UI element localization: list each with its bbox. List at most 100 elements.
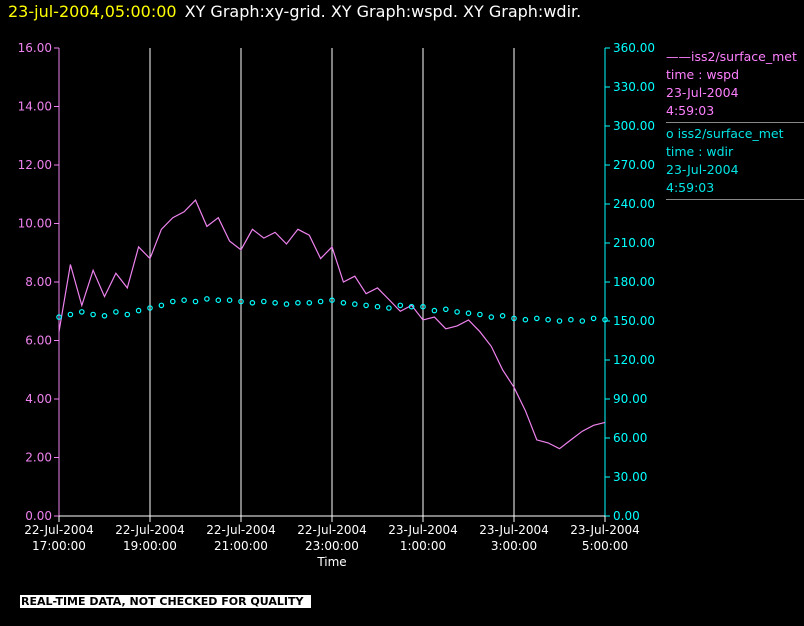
- wdir-point: [56, 314, 62, 320]
- right-tick-label: 330.00: [613, 80, 655, 94]
- x-tick-label-time: 21:00:00: [214, 539, 268, 553]
- legend-source: iss2/surface_met: [677, 126, 784, 141]
- wdir-point: [101, 312, 108, 319]
- wdir-point: [442, 306, 449, 313]
- wdir-point: [511, 315, 517, 322]
- right-tick-label: 90.00: [613, 392, 647, 406]
- x-axis-label: Time: [316, 555, 346, 569]
- legend-item-wdir: o iss2/surface_met time : wdir 23-Jul-20…: [666, 125, 804, 200]
- wdir-point: [363, 302, 369, 309]
- left-tick-label: 12.00: [18, 158, 52, 172]
- wdir-point: [67, 311, 74, 318]
- wdir-point: [533, 315, 540, 322]
- wdir-point: [431, 307, 438, 314]
- left-tick-label: 2.00: [25, 451, 52, 465]
- wdir-point: [374, 303, 381, 310]
- x-tick-label-date: 22-Jul-2004: [206, 523, 276, 537]
- graph-title: XY Graph:xy-grid. XY Graph:wspd. XY Grap…: [184, 2, 582, 21]
- legend: ——iss2/surface_met time : wspd 23-Jul-20…: [666, 48, 804, 202]
- wdir-point: [283, 301, 290, 307]
- x-tick-label-date: 22-Jul-2004: [24, 523, 94, 537]
- legend-date: 23-Jul-2004: [666, 85, 739, 100]
- series-wspd: [58, 199, 606, 450]
- wdir-point: [568, 316, 574, 323]
- wdir-point: [306, 299, 313, 306]
- wdir-point: [181, 297, 187, 304]
- left-tick-label: 16.00: [18, 41, 52, 55]
- wdir-point: [295, 299, 301, 306]
- legend-date: 23-Jul-2004: [666, 162, 739, 177]
- legend-time: 4:59:03: [666, 180, 715, 195]
- legend-source: iss2/surface_met: [691, 49, 797, 64]
- legend-line-marker: ——: [666, 49, 691, 64]
- quality-notice: REAL-TIME DATA, NOT CHECKED FOR QUALITY: [20, 595, 312, 608]
- series-wdir: [56, 296, 608, 324]
- x-tick-label-time: 1:00:00: [400, 539, 446, 553]
- right-tick-label: 150.00: [613, 314, 655, 328]
- wdir-point: [499, 312, 506, 319]
- right-axis-ticks: 0.00 30.00 60.00 90.00 120.00 150.00 180.00 210…: [605, 41, 655, 523]
- wdir-point: [272, 299, 278, 306]
- wdir-point: [90, 311, 96, 318]
- wdir-point: [397, 302, 404, 309]
- wdir-point: [579, 318, 586, 324]
- wdir-point: [135, 307, 142, 314]
- x-tick-label-date: 23-Jul-2004: [570, 523, 640, 537]
- x-tick-label-time: 19:00:00: [123, 539, 177, 553]
- right-tick-label: 300.00: [613, 119, 655, 133]
- wdir-point: [238, 298, 244, 305]
- wdir-point: [556, 318, 563, 324]
- right-tick-label: 120.00: [613, 353, 655, 367]
- x-tick-label-date: 22-Jul-2004: [297, 523, 367, 537]
- x-tick-label-time: 3:00:00: [491, 539, 537, 553]
- right-tick-label: 30.00: [613, 470, 647, 484]
- wdir-point: [317, 298, 324, 305]
- wdir-point: [545, 316, 551, 323]
- x-tick-label-date: 23-Jul-2004: [479, 523, 549, 537]
- wdir-point: [340, 299, 347, 306]
- x-tick-label-date: 23-Jul-2004: [388, 523, 458, 537]
- legend-variable: time : wspd: [666, 67, 740, 82]
- right-tick-label: 0.00: [613, 509, 640, 523]
- wdir-point: [204, 296, 210, 302]
- x-tick-label-time: 5:00:00: [582, 539, 628, 553]
- wdir-point: [215, 297, 222, 304]
- x-axis-ticks: 22-Jul-2004 17:00:00 22-Jul-2004 19:00:00 22…: [24, 516, 640, 553]
- left-tick-label: 6.00: [25, 334, 52, 348]
- wdir-point: [351, 301, 358, 307]
- wdir-point: [329, 297, 335, 304]
- timestamp: 23-jul-2004,05:00:00: [8, 2, 177, 21]
- wdir-point: [465, 310, 472, 317]
- left-tick-label: 14.00: [18, 100, 52, 114]
- left-tick-label: 4.00: [25, 392, 52, 406]
- x-tick-label-time: 17:00:00: [32, 539, 86, 553]
- right-tick-label: 240.00: [613, 197, 655, 211]
- wspd-line: [58, 199, 606, 450]
- right-tick-label: 270.00: [613, 158, 655, 172]
- wdir-point: [226, 297, 233, 304]
- legend-time: 4:59:03: [666, 103, 715, 118]
- wdir-point: [249, 299, 256, 306]
- wdir-point: [158, 302, 165, 309]
- wdir-point: [408, 303, 415, 310]
- x-tick-label-time: 23:00:00: [305, 539, 359, 553]
- right-tick-label: 210.00: [613, 236, 655, 250]
- right-tick-label: 360.00: [613, 41, 655, 55]
- wdir-point: [170, 298, 176, 305]
- wdir-point: [454, 309, 460, 315]
- wdir-point: [590, 315, 597, 322]
- wdir-point: [477, 311, 483, 318]
- x-tick-label-date: 22-Jul-2004: [115, 523, 185, 537]
- wdir-point: [522, 316, 529, 323]
- legend-item-wspd: ——iss2/surface_met time : wspd 23-Jul-20…: [666, 48, 804, 123]
- wdir-point: [602, 316, 608, 323]
- grid: [149, 48, 515, 516]
- wdir-point: [79, 309, 85, 315]
- left-tick-label: 10.00: [18, 217, 52, 231]
- wdir-point: [147, 305, 153, 311]
- wdir-point: [192, 298, 199, 305]
- left-tick-label: 0.00: [25, 509, 52, 523]
- right-tick-label: 180.00: [613, 275, 655, 289]
- wdir-point: [260, 298, 267, 305]
